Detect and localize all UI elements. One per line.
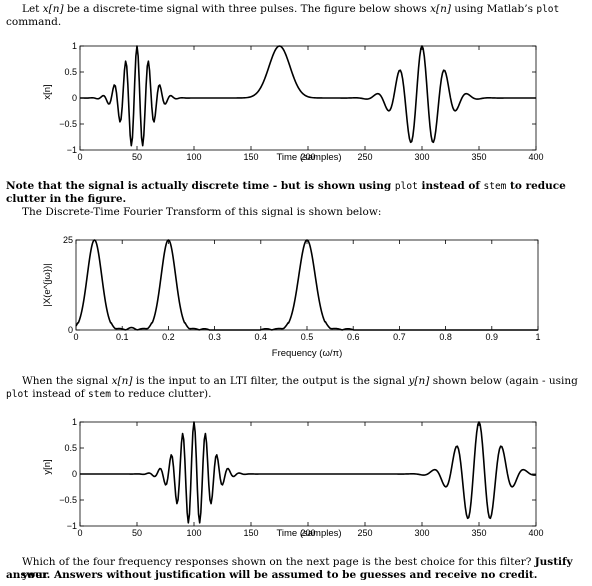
x-tick-label: 250 <box>357 528 372 538</box>
x-tick-label: 0 <box>73 332 78 342</box>
y-tick-label: 1 <box>72 41 77 51</box>
question-paragraph: Which of the four frequency responses sh… <box>22 556 587 582</box>
x-tick-label: 0.2 <box>162 332 175 342</box>
lti-paragraph-cont: plot instead of stem to reduce clutter). <box>6 388 211 401</box>
note-text: to reduce <box>506 180 566 192</box>
dtft-intro: The Discrete-Time Fourier Transform of t… <box>22 206 381 219</box>
signal-line <box>80 45 536 147</box>
dtft-text: The Discrete-Time Fourier Transform of t… <box>22 206 382 218</box>
lti-text: is the input to an LTI filter, the outpu… <box>132 375 409 387</box>
y-tick-label: −1 <box>67 521 77 531</box>
stem-keyword: stem <box>88 389 111 400</box>
axes-box <box>75 239 539 331</box>
x-tick-label: 0 <box>77 528 82 538</box>
x-tick-label: 300 <box>414 528 429 538</box>
y-tick-label: 0.5 <box>64 443 77 453</box>
x-tick-label: 300 <box>414 152 429 162</box>
note-text: Note that the signal is actually discret… <box>6 180 395 192</box>
x-tick-label: 1 <box>535 332 540 342</box>
lti-text: When the signal <box>22 375 112 387</box>
xn-symbol: x[n] <box>111 375 133 387</box>
lti-text: to reduce clutter). <box>110 388 212 400</box>
y-axis-label: x[n] <box>42 84 53 99</box>
y-tick-label: 25 <box>63 235 73 245</box>
xn-symbol: x[n] <box>42 3 64 15</box>
plot-axes: 0 0.1 0.2 0.3 0.4 0.5 0.6 0.7 0.8 0.9 1 0 25 <box>63 235 541 342</box>
intro-text: be a discrete-time signal with three pul… <box>63 3 431 15</box>
y-tick-label: 0 <box>68 325 73 335</box>
plot-axes: 0 50 100 150 200 250 300 350 400 −1 −0.5 0 0.5 1 <box>59 417 543 538</box>
x-tick-label: 50 <box>132 152 142 162</box>
x-tick-label: 0.7 <box>393 332 406 342</box>
question-text: answer. Answers without justification wi… <box>6 569 538 581</box>
intro-text: using Matlab’s <box>451 3 537 15</box>
plot-keyword: plot <box>6 389 29 400</box>
intro-text: Let <box>22 3 43 15</box>
x-tick-label: 0 <box>77 152 82 162</box>
magnitude-line <box>75 239 539 331</box>
x-tick-label: 200 <box>300 528 315 538</box>
plot-keyword: plot <box>536 4 560 15</box>
x-tick-label: 100 <box>186 528 201 538</box>
x-tick-label: 400 <box>528 152 543 162</box>
x-axis-label: Frequency (ω/π) <box>272 348 342 359</box>
x-tick-label: 250 <box>357 152 372 162</box>
y-axis-label: |X(e^{jω})| <box>42 263 53 306</box>
yn-symbol: y[n] <box>408 375 430 387</box>
x-tick-label: 0.8 <box>439 332 452 342</box>
x-axis-label: Time (samples) <box>276 152 341 163</box>
y-tick-label: 0 <box>72 93 77 103</box>
x-tick-label: 350 <box>471 152 486 162</box>
y-tick-label: 1 <box>72 417 77 427</box>
plot-axes: 0 50 100 150 200 250 300 350 400 −1 −0.5 0 0.5 1 <box>59 41 543 162</box>
y-tick-label: −1 <box>67 145 77 155</box>
x-axis-label: Time (samples) <box>276 528 341 539</box>
x-tick-label: 150 <box>243 528 258 538</box>
note-paragraph-cont: clutter in the figure. <box>6 193 126 206</box>
x-tick-label: 0.5 <box>301 332 314 342</box>
xn-symbol: x[n] <box>430 3 452 15</box>
note-paragraph: Note that the signal is actually discret… <box>6 180 586 193</box>
x-tick-label: 350 <box>471 528 486 538</box>
y-tick-label: −0.5 <box>59 495 77 505</box>
question-text: Which of the four frequency responses sh… <box>22 556 535 568</box>
intro-paragraph-cont: command. <box>6 16 61 29</box>
x-tick-label: 0.9 <box>486 332 499 342</box>
x-tick-label: 0.4 <box>255 332 268 342</box>
note-text: clutter in the figure. <box>6 193 127 205</box>
x-tick-label: 200 <box>300 152 315 162</box>
plot-keyword: plot <box>394 181 418 192</box>
question-paragraph-cont: answer. Answers without justification wi… <box>6 569 537 582</box>
lti-text: shown below (again - using <box>429 375 578 387</box>
intro-paragraph: Let x[n] be a discrete-time signal with … <box>22 3 587 16</box>
x-tick-label: 50 <box>132 528 142 538</box>
signal-line <box>80 421 537 524</box>
x-tick-label: 150 <box>243 152 258 162</box>
y-signal-plot: 0 50 100 150 200 250 300 350 400 −1 −0.5 0 0.5 1 y[n]… <box>42 417 544 539</box>
x-tick-label: 100 <box>186 152 201 162</box>
y-tick-label: 0 <box>72 469 77 479</box>
intro-text: command. <box>6 16 62 28</box>
note-text: instead of <box>417 180 484 192</box>
stem-keyword: stem <box>483 181 507 192</box>
x-tick-label: 0.1 <box>116 332 129 342</box>
x-tick-label: 0.3 <box>208 332 221 342</box>
x-tick-label: 400 <box>528 528 543 538</box>
question-text: Justify your <box>22 556 573 581</box>
y-tick-label: 0.5 <box>64 67 77 77</box>
lti-paragraph: When the signal x[n] is the input to an … <box>22 375 587 388</box>
x-tick-label: 0.6 <box>347 332 360 342</box>
x-signal-plot: 0 50 100 150 200 250 300 350 400 −1 −0.5 0 0.5 1 x[n]… <box>42 41 544 163</box>
lti-text: instead of <box>28 388 89 400</box>
y-axis-label: y[n] <box>42 459 53 474</box>
dtft-magnitude-plot: 0 0.1 0.2 0.3 0.4 0.5 0.6 0.7 0.8 0.9 1 0 25 |X(e^{j… <box>42 235 541 359</box>
y-tick-label: −0.5 <box>59 119 77 129</box>
